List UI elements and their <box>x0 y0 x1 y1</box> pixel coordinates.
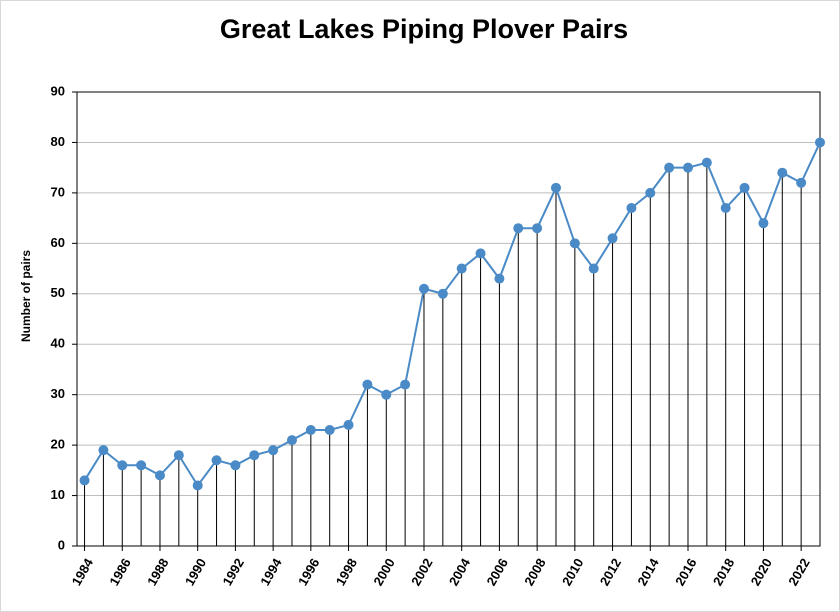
data-point <box>720 203 731 214</box>
data-point <box>117 460 128 471</box>
data-point <box>381 389 392 400</box>
data-point <box>777 167 788 178</box>
data-point <box>513 223 524 234</box>
data-point <box>79 475 90 486</box>
data-point <box>569 238 580 249</box>
data-point <box>796 177 807 188</box>
data-point <box>268 445 279 456</box>
data-point <box>400 379 411 390</box>
data-point <box>173 450 184 461</box>
y-tick-label: 70 <box>51 184 65 199</box>
y-tick-label: 0 <box>58 537 65 552</box>
data-point <box>154 470 165 481</box>
y-tick-label: 30 <box>51 386 65 401</box>
data-point <box>664 162 675 173</box>
data-point <box>494 273 505 284</box>
y-tick-label: 60 <box>51 235 65 250</box>
y-tick-label: 50 <box>51 285 65 300</box>
data-point <box>249 450 260 461</box>
data-point <box>607 233 618 244</box>
y-tick-label: 90 <box>51 83 65 98</box>
y-axis-label: Number of pairs <box>19 250 33 342</box>
data-point <box>758 218 769 229</box>
data-point <box>456 263 467 274</box>
data-point <box>550 182 561 193</box>
data-point <box>418 283 429 294</box>
data-point <box>305 424 316 435</box>
data-point <box>324 424 335 435</box>
data-point <box>626 203 637 214</box>
data-point <box>475 248 486 259</box>
data-point <box>532 223 543 234</box>
data-point <box>701 157 712 168</box>
data-point <box>286 435 297 446</box>
y-tick-label: 80 <box>51 134 65 149</box>
y-tick-label: 20 <box>51 437 65 452</box>
series-line <box>83 142 821 488</box>
y-tick-label: 10 <box>51 487 65 502</box>
chart-title: Great Lakes Piping Plover Pairs <box>220 14 628 44</box>
data-point <box>739 182 750 193</box>
data-point <box>343 419 354 430</box>
data-point <box>437 288 448 299</box>
data-point <box>682 162 693 173</box>
data-point <box>362 379 373 390</box>
data-point <box>136 460 147 471</box>
data-point <box>588 263 599 274</box>
data-point <box>645 187 656 198</box>
data-point <box>192 480 203 491</box>
y-tick-label: 40 <box>51 336 65 351</box>
data-point <box>815 137 825 148</box>
data-point <box>230 460 241 471</box>
data-point <box>98 445 109 456</box>
data-point <box>211 455 222 466</box>
